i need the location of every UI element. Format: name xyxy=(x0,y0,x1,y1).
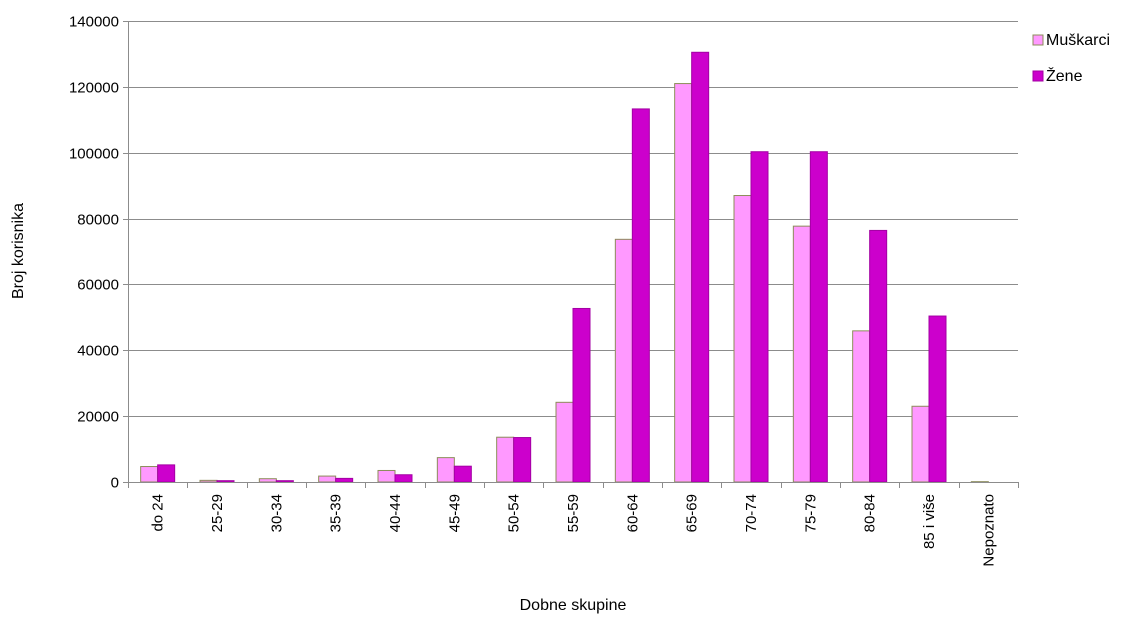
x-tick-label: 25-29 xyxy=(209,494,226,532)
x-tick-label: 45-49 xyxy=(446,494,463,532)
y-tick-label: 80000 xyxy=(77,212,119,229)
bar-zene xyxy=(573,308,590,482)
bar-muskarci xyxy=(615,239,632,482)
x-tick-label: 35-39 xyxy=(328,494,345,532)
bar-zene xyxy=(454,466,471,482)
x-tick-label: 30-34 xyxy=(268,494,285,532)
legend-label: Muškarci xyxy=(1046,32,1110,49)
bar-muskarci xyxy=(734,196,751,482)
x-tick-label: 50-54 xyxy=(506,494,523,532)
legend-swatch xyxy=(1033,35,1043,45)
bar-muskarci xyxy=(497,437,514,482)
bar-zene xyxy=(751,152,768,482)
bar-muskarci xyxy=(853,331,870,482)
bar-zene xyxy=(217,481,234,482)
bar-muskarci xyxy=(141,467,158,482)
x-tick-labels: do 24 25-29 30-34 35-39 40-44 45-49 50-54 55-59… xyxy=(150,494,998,567)
bar-zene xyxy=(514,438,531,482)
bar-zene xyxy=(810,152,827,482)
x-tick-label: Nepoznato xyxy=(980,494,997,567)
bar-muskarci xyxy=(556,402,573,482)
y-axis-label: Broj korisnika xyxy=(10,203,27,299)
x-tick-label: 70-74 xyxy=(743,494,760,532)
x-axis-label: Dobne skupine xyxy=(520,597,627,614)
bar-muskarci xyxy=(319,476,336,482)
y-tick-label: 40000 xyxy=(77,343,119,360)
x-tick-label: do 24 xyxy=(150,494,167,532)
y-tick-label: 120000 xyxy=(69,80,119,97)
bar-zene xyxy=(395,475,412,482)
legend-swatch xyxy=(1033,71,1043,81)
x-tick-label: 40-44 xyxy=(387,494,404,532)
bar-muskarci xyxy=(912,406,929,482)
y-tick-labels: 0 20000 40000 60000 80000 100000 120000 140000 xyxy=(69,14,119,492)
y-tick-label: 100000 xyxy=(69,146,119,163)
bar-muskarci xyxy=(437,458,454,482)
y-tick-label: 20000 xyxy=(77,409,119,426)
y-tick-label: 60000 xyxy=(77,277,119,294)
y-tick-label: 140000 xyxy=(69,14,119,31)
x-tick-label: 80-84 xyxy=(862,494,879,532)
y-tick-label: 0 xyxy=(111,475,119,492)
x-tick-label: 75-79 xyxy=(802,494,819,532)
bar-zene xyxy=(158,465,175,482)
x-tick-label: 85 i više xyxy=(921,494,938,549)
x-tick-label: 60-64 xyxy=(624,494,641,532)
bar-muskarci xyxy=(259,479,276,482)
legend-label: Žene xyxy=(1046,66,1083,85)
bar-muskarci xyxy=(793,226,810,482)
bar-zene xyxy=(276,481,293,482)
bar-zene xyxy=(632,109,649,482)
bar-zene xyxy=(870,230,887,482)
bar-zene xyxy=(336,478,353,482)
bar-muskarci xyxy=(675,84,692,482)
legend: Muškarci Žene xyxy=(1033,32,1110,85)
x-tick-label: 65-69 xyxy=(684,494,701,532)
bar-zene xyxy=(692,52,709,482)
x-tick-label: 55-59 xyxy=(565,494,582,532)
bar-muskarci xyxy=(378,470,395,482)
bars xyxy=(141,52,989,482)
bar-muskarci xyxy=(200,480,217,482)
bar-zene xyxy=(929,316,946,482)
